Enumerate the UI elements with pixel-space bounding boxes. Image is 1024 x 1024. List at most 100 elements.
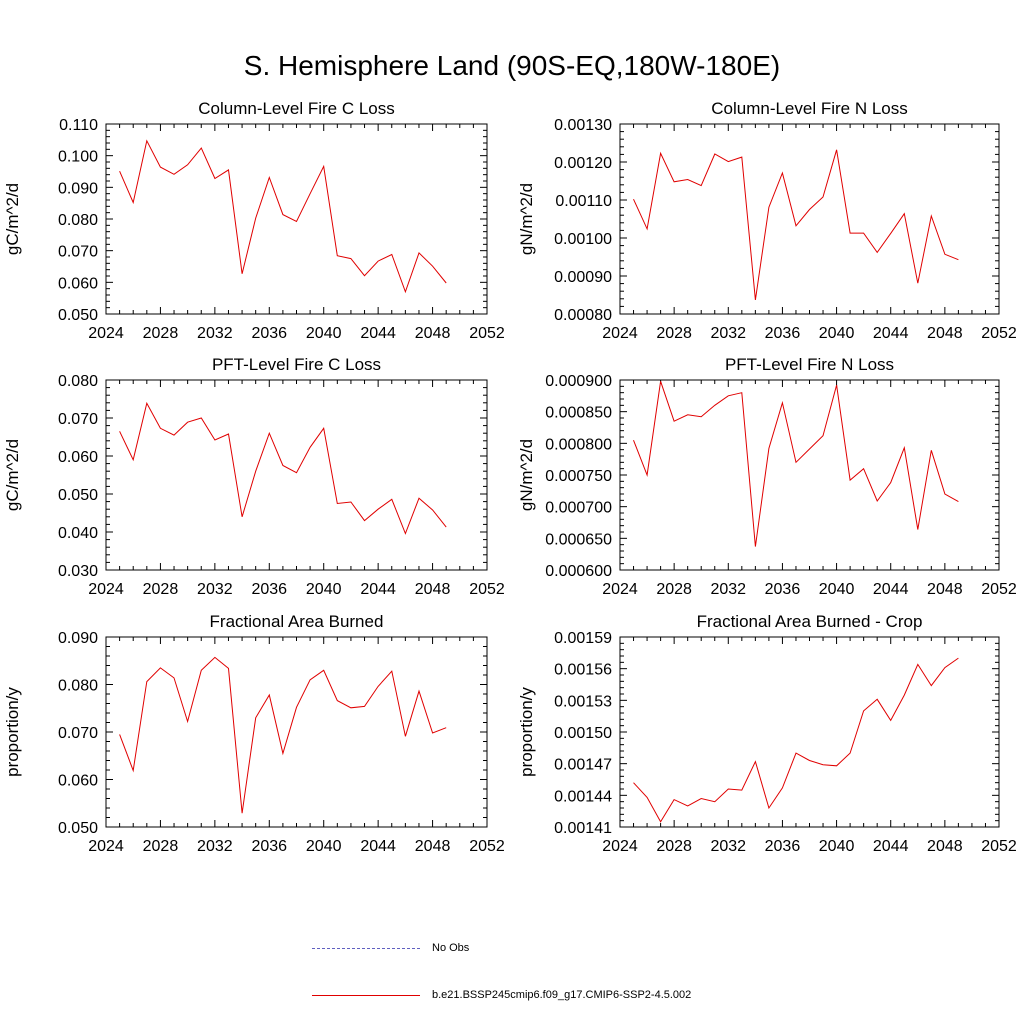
panel-2-ytick-label: 0.00090 [554, 269, 612, 286]
panel-1-ytick-label: 0.080 [58, 212, 98, 229]
panel-4-ylabel: gN/m^2/d [517, 439, 536, 511]
panel-3-ytick-label: 0.060 [58, 449, 98, 466]
panel-6-ytick-label: 0.00156 [554, 662, 612, 679]
panel-6-frame [619, 636, 1000, 828]
panel-4-series-line [633, 381, 959, 547]
panel-1-ytick-label: 0.050 [58, 307, 98, 324]
panel-6-xtick-label: 2052 [981, 838, 1017, 855]
panel-1-ytick-label: 0.110 [59, 117, 98, 134]
panel-6-xtick-label: 2040 [819, 838, 855, 855]
panel-5-ylabel: proportion/y [3, 687, 22, 777]
panel-3-ytick-label: 0.080 [58, 373, 98, 390]
panel-2-frame [619, 123, 1000, 315]
panel-3-series-line [119, 401, 447, 535]
panel-2-xtick-label: 2024 [602, 325, 638, 342]
panel-6-xtick-label: 2044 [873, 838, 909, 855]
panel-3-ylabel: gC/m^2/d [3, 439, 22, 511]
panel-1-xtick-label: 2048 [415, 325, 451, 342]
panel-5-ytick-label: 0.090 [58, 630, 98, 647]
panel-6-ytick-label: 0.00141 [554, 820, 612, 837]
panel-4-xtick-label: 2036 [765, 581, 801, 598]
legend-obs-label: No Obs [432, 942, 470, 954]
panel-6-xtick-label: 2032 [710, 838, 746, 855]
panel-3-frame [105, 379, 488, 571]
panel-2-ylabel: gN/m^2/d [517, 183, 536, 255]
panel-6-xtick-label: 2048 [927, 838, 963, 855]
panel-1-ytick-label: 0.070 [58, 244, 98, 261]
panel-4-xtick-label: 2040 [819, 581, 855, 598]
panel-4-ytick-label: 0.000700 [545, 500, 612, 517]
panel-4-ytick-label: 0.000850 [545, 405, 612, 422]
panel-2-ytick-label: 0.00120 [554, 155, 612, 172]
panel-6-ylabel: proportion/y [517, 687, 536, 777]
panel-5-xtick-label: 2052 [469, 838, 505, 855]
panel-5-ytick-label: 0.080 [58, 678, 98, 695]
panel-1-title: Column-Level Fire C Loss [198, 99, 395, 118]
panel-4-xtick-label: 2048 [927, 581, 963, 598]
panel-1-frame [105, 123, 488, 315]
panel-4-ytick-label: 0.000600 [545, 563, 612, 580]
panel-3-xtick-label: 2044 [360, 581, 396, 598]
panel-6-series-line [633, 657, 959, 823]
panel-2-xtick-label: 2036 [765, 325, 801, 342]
panel-5-xtick-label: 2040 [306, 838, 342, 855]
panel-1-xtick-label: 2024 [88, 325, 124, 342]
panel-1-xtick-label: 2032 [197, 325, 233, 342]
panel-6-ytick-label: 0.00150 [554, 725, 612, 742]
panel-5-xtick-label: 2028 [143, 838, 179, 855]
panel-2-ytick-label: 0.00130 [554, 117, 612, 134]
panel-1-ytick-label: 0.090 [58, 180, 98, 197]
panel-4-xtick-label: 2044 [873, 581, 909, 598]
figure-title: S. Hemisphere Land (90S-EQ,180W-180E) [243, 50, 781, 81]
panel-6-ytick-label: 0.00144 [554, 788, 612, 805]
panel-3-xtick-label: 2028 [143, 581, 179, 598]
panel-6-xtick-label: 2028 [656, 838, 692, 855]
panel-5-xtick-label: 2024 [88, 838, 124, 855]
panel-2-xtick-label: 2052 [981, 325, 1017, 342]
legend-entry-obs: No Obs [312, 942, 469, 954]
panel-2-xtick-label: 2044 [873, 325, 909, 342]
panel-2-xtick-label: 2032 [710, 325, 746, 342]
panel-4-title: PFT-Level Fire N Loss [725, 355, 894, 374]
panel-1-ylabel: gC/m^2/d [3, 183, 22, 255]
panel-3-xtick-label: 2036 [251, 581, 287, 598]
panel-3-ytick-label: 0.030 [58, 563, 98, 580]
panel-1-ytick-label: 0.100 [58, 149, 98, 166]
panel-5-ytick-label: 0.050 [58, 820, 98, 837]
panel-2-ytick-label: 0.00110 [555, 193, 612, 210]
panel-6-ytick-label: 0.00159 [554, 630, 612, 647]
panel-4-ytick-label: 0.000800 [545, 436, 612, 453]
legend-model-line [312, 994, 420, 996]
panel-2-ytick-label: 0.00080 [554, 307, 612, 324]
panel-1-xtick-label: 2040 [306, 325, 342, 342]
panel-2-ytick-label: 0.00100 [554, 231, 612, 248]
panel-5-xtick-label: 2044 [360, 838, 396, 855]
panel-5-frame [105, 636, 488, 828]
panel-1-ytick-label: 0.060 [58, 275, 98, 292]
panel-3-ytick-label: 0.050 [58, 487, 98, 504]
panel-6-xtick-label: 2024 [602, 838, 638, 855]
panel-4-xtick-label: 2028 [656, 581, 692, 598]
panel-5-xtick-label: 2048 [415, 838, 451, 855]
panel-4-xtick-label: 2052 [981, 581, 1017, 598]
panel-2-xtick-label: 2040 [819, 325, 855, 342]
panel-1-xtick-label: 2044 [360, 325, 396, 342]
panel-1-series-line [119, 139, 447, 294]
panel-6-ytick-label: 0.00153 [554, 693, 612, 710]
panel-4-frame [619, 379, 1000, 571]
panel-3-ytick-label: 0.070 [58, 411, 98, 428]
panel-3-xtick-label: 2052 [469, 581, 505, 598]
panel-4-ytick-label: 0.000750 [545, 468, 612, 485]
panel-3-xtick-label: 2040 [306, 581, 342, 598]
panel-6-xtick-label: 2036 [765, 838, 801, 855]
legend-model-label: b.e21.BSSP245cmip6.f09_g17.CMIP6-SSP2-4.… [432, 989, 692, 1001]
panel-4-xtick-label: 2024 [602, 581, 638, 598]
panel-5-ytick-label: 0.060 [58, 773, 98, 790]
panel-1-xtick-label: 2052 [469, 325, 505, 342]
panel-6-title: Fractional Area Burned - Crop [697, 612, 923, 631]
panel-2-xtick-label: 2048 [927, 325, 963, 342]
legend-entry-model: b.e21.BSSP245cmip6.f09_g17.CMIP6-SSP2-4.… [312, 989, 691, 1001]
panel-3-xtick-label: 2024 [88, 581, 124, 598]
panel-5-title: Fractional Area Burned [210, 612, 384, 631]
